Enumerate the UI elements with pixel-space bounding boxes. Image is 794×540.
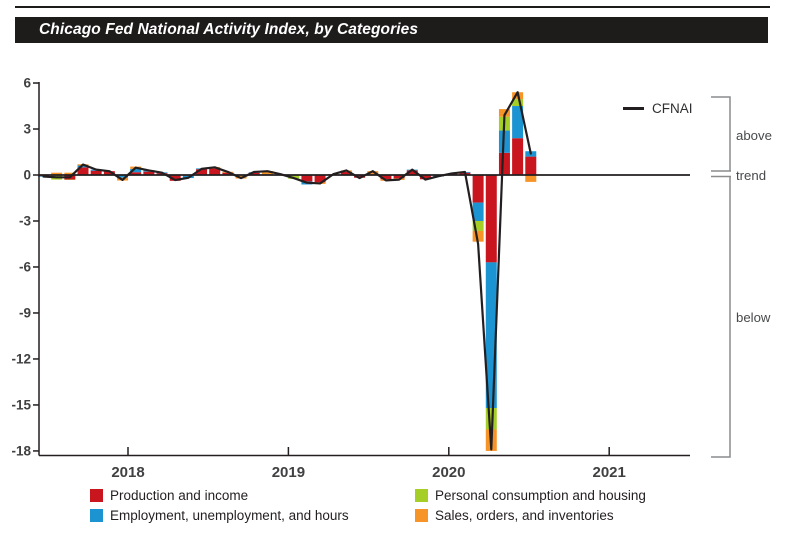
bar-segment [143, 171, 155, 175]
legend-label-production: Production and income [110, 488, 249, 503]
y-ticks: 6 3 0 -3 -6 -9 -12 -15 -18 [11, 76, 39, 459]
y-tick-label: 0 [23, 168, 31, 183]
top-rule [15, 6, 770, 8]
sales-swatch [415, 509, 428, 522]
bar-segment [485, 408, 497, 430]
legend-label-sales: Sales, orders, and inventories [435, 508, 614, 523]
y-tick-label: -3 [19, 214, 31, 229]
bar-segment [222, 172, 234, 175]
cfnai-line [42, 91, 532, 451]
employment-swatch [90, 509, 103, 522]
bar-segment [419, 175, 431, 180]
bar-segment [354, 175, 366, 178]
y-tick-label: -18 [11, 444, 31, 459]
bar-segment [288, 175, 300, 179]
bar-segment [472, 220, 484, 231]
x-ticks: 2018 2019 2020 2021 [111, 447, 626, 481]
legend-label-consumption: Personal consumption and housing [435, 488, 646, 503]
x-tick-label: 2021 [593, 464, 626, 481]
bar-segment [117, 175, 129, 178]
cfnai-legend: CFNAI [623, 101, 693, 116]
bar-segment [472, 202, 484, 221]
trend-label: trend [736, 168, 766, 183]
bar-segment [512, 106, 524, 139]
bar-segment [498, 152, 510, 175]
bar-segment [393, 175, 405, 179]
y-tick-label: 3 [23, 122, 31, 137]
x-tick-label: 2020 [432, 464, 465, 481]
bar-segment [340, 171, 352, 175]
bar-segment [169, 175, 181, 181]
cfnai-legend-label: CFNAI [652, 101, 693, 116]
legend-item-employment: Employment, unemployment, and hours [90, 508, 349, 523]
bar-segment [156, 173, 168, 175]
bar-segment [77, 167, 89, 175]
above-label: above [736, 128, 772, 143]
bar-segment [90, 170, 102, 175]
bar-segment [525, 156, 537, 175]
bar-segment [380, 175, 392, 180]
bar-segment [367, 171, 379, 175]
x-tick-label: 2018 [111, 464, 144, 481]
bar-segment [472, 230, 484, 242]
bar-segment [77, 165, 89, 168]
bar-segment [485, 175, 497, 263]
axes [38, 82, 690, 457]
y-tick-label: -6 [19, 260, 31, 275]
bar-segment [51, 172, 63, 175]
bar-segment [248, 172, 260, 175]
bar-segment [525, 175, 537, 182]
bar-segment [498, 109, 510, 117]
bar-segment [472, 175, 484, 203]
figure-title-bar: Chicago Fed National Activity Index, by … [15, 17, 768, 43]
production-swatch [90, 489, 103, 502]
bar-segment [301, 175, 313, 182]
bar-segment [130, 172, 142, 175]
below-label: below [736, 310, 771, 325]
bar-segment [261, 171, 273, 175]
figure-title: Chicago Fed National Activity Index, by … [39, 21, 419, 38]
y-tick-label: -15 [11, 398, 31, 413]
bar-segment [130, 168, 142, 173]
category-bars [38, 92, 537, 451]
bracket-lower [711, 176, 731, 458]
bar-segment [406, 170, 418, 175]
legend-item-consumption: Personal consumption and housing [415, 488, 646, 503]
legend-item-sales: Sales, orders, and inventories [415, 508, 614, 523]
bar-segment [209, 168, 221, 175]
bar-segment [314, 175, 326, 183]
consumption-swatch [415, 489, 428, 502]
x-tick-label: 2019 [272, 464, 305, 481]
legend-label-employment: Employment, unemployment, and hours [110, 508, 349, 523]
bar-segment [512, 138, 524, 175]
cfnai-line-sample [623, 107, 644, 110]
y-tick-label: -12 [11, 352, 31, 367]
legend-item-production: Production and income [90, 488, 248, 503]
bar-segment [196, 169, 208, 175]
bracket-upper [711, 96, 731, 171]
bar-segment [64, 172, 76, 175]
bar-segment [485, 262, 497, 409]
bar-segment [103, 171, 115, 175]
y-tick-label: 6 [23, 76, 31, 91]
y-tick-label: -9 [19, 306, 31, 321]
bar-segment [512, 99, 524, 107]
bracket-labels: above trend below [736, 128, 772, 325]
trend-bracket [711, 96, 731, 458]
